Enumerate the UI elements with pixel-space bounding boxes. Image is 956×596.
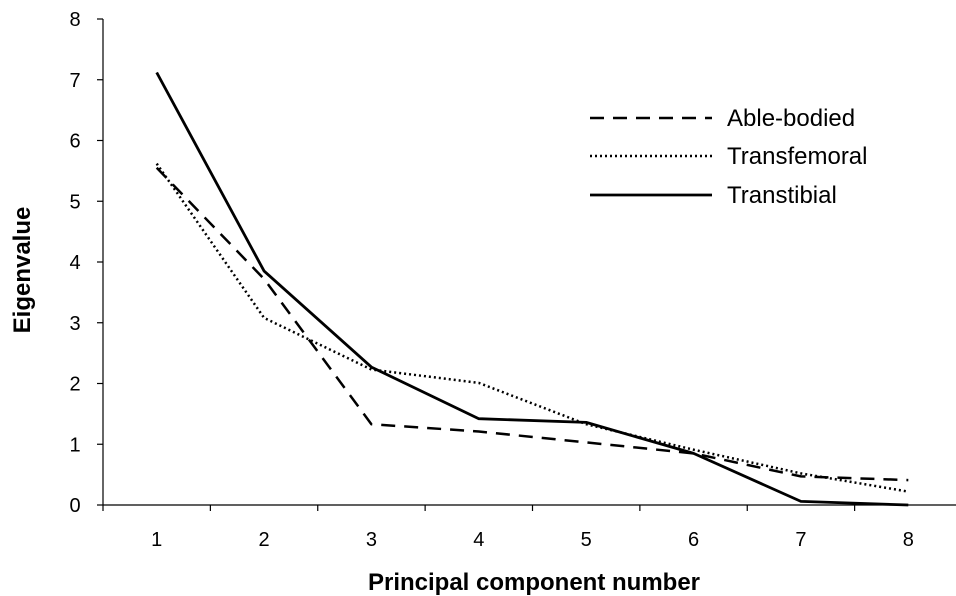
x-tick-label: 5 (581, 529, 592, 551)
y-tick-label: 7 (69, 70, 80, 92)
x-tick-label: 3 (366, 529, 377, 551)
x-tick-label: 8 (903, 529, 914, 551)
x-tick-label: 4 (473, 529, 484, 551)
y-tick-label: 6 (69, 131, 80, 153)
x-tick-label: 6 (688, 529, 699, 551)
x-tick-label: 7 (795, 529, 806, 551)
y-tick-label: 4 (69, 252, 80, 274)
x-tick-label: 1 (151, 529, 162, 551)
legend: Able-bodied Transfemoral Transtibial (590, 105, 867, 209)
y-axis-title: Eigenvalue (9, 207, 36, 334)
legend-label: Transtibial (727, 182, 837, 209)
y-tick-label: 3 (69, 313, 80, 335)
legend-label: Able-bodied (727, 105, 855, 132)
y-tick-label: 2 (69, 374, 80, 396)
y-tick-label: 8 (69, 9, 80, 31)
x-tick-label: 2 (259, 529, 270, 551)
tick-marks (97, 18, 856, 511)
x-axis-title: Principal component number (368, 569, 700, 596)
legend-label: Transfemoral (727, 143, 867, 170)
y-tick-label: 1 (69, 434, 80, 456)
series-lines (155, 71, 909, 507)
series-line-transfemoral (155, 162, 909, 493)
y-tick-label: 5 (69, 191, 80, 213)
series-line-transtibial (155, 71, 909, 507)
series-line-able-bodied (155, 166, 909, 482)
y-tick-label: 0 (69, 495, 80, 517)
tick-labels: 0 1 2 3 4 5 6 7 8 1 2 3 4 5 6 7 8 (69, 9, 913, 551)
axes (102, 19, 956, 506)
